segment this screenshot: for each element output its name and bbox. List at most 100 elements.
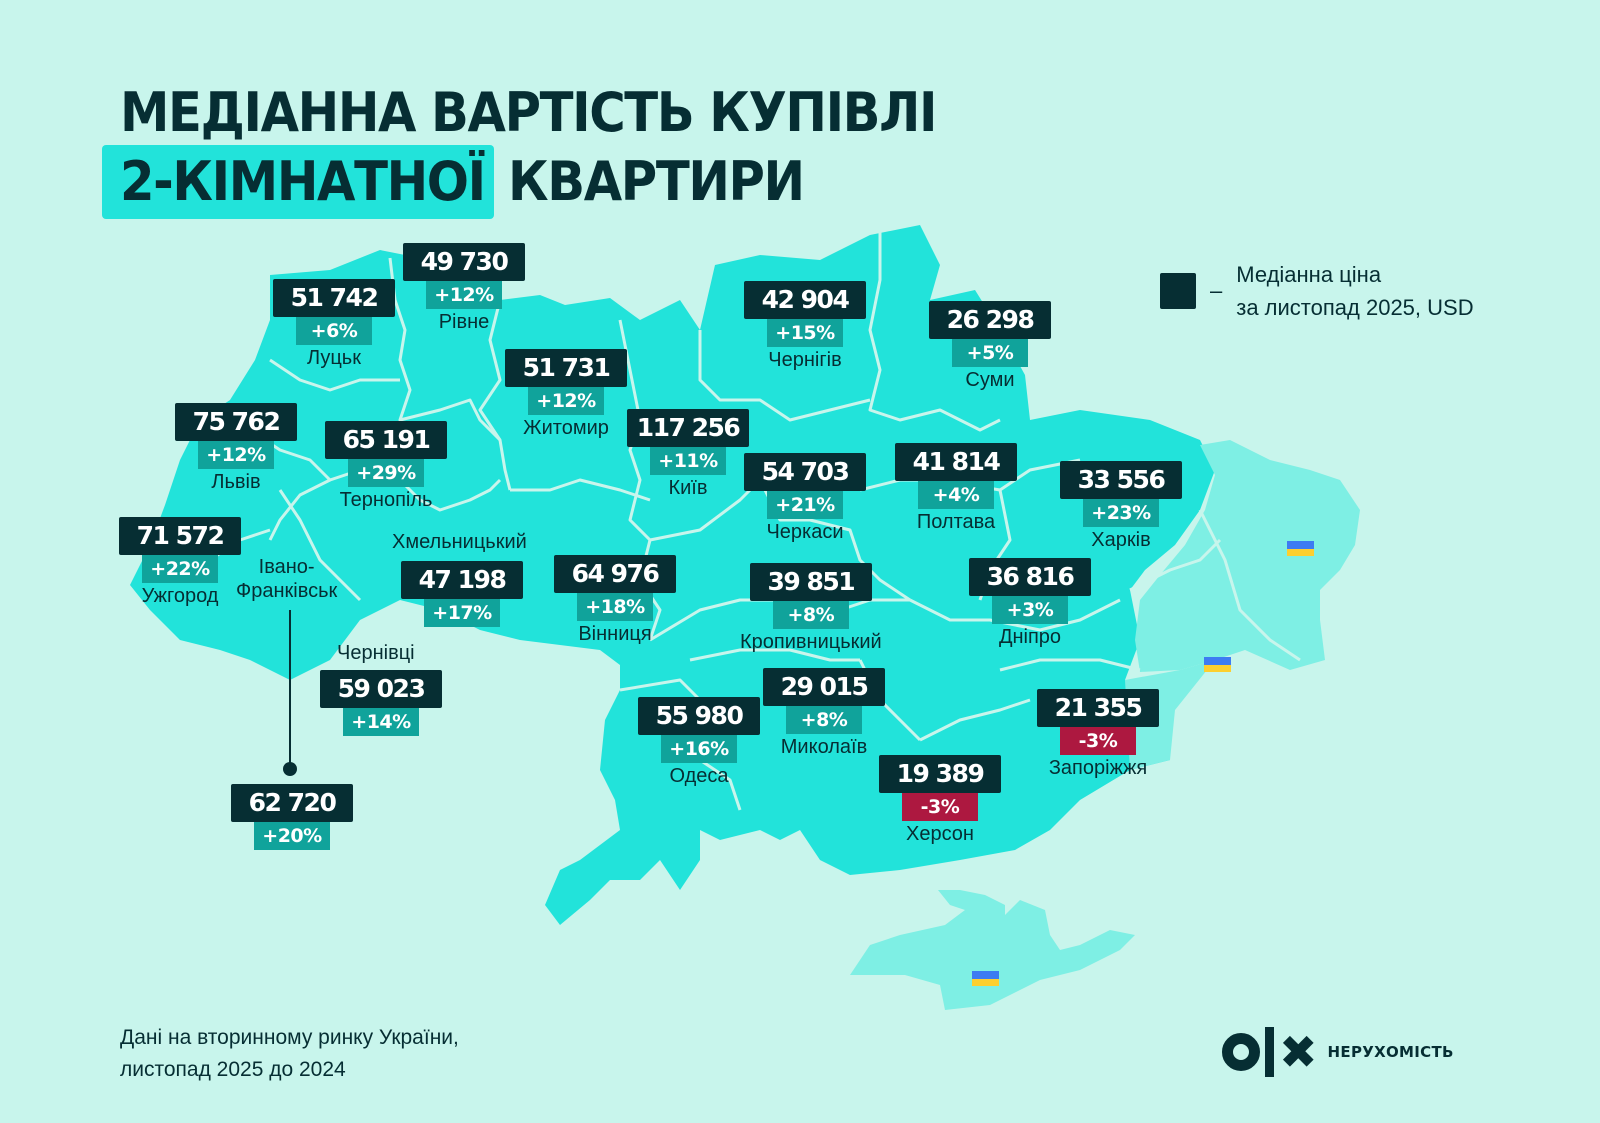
city-name: Житомир <box>523 417 609 439</box>
price-box: 117 256 <box>627 409 749 447</box>
change-badge: +5% <box>952 339 1028 367</box>
leader-dot <box>283 762 297 776</box>
city-name: Луцьк <box>307 347 361 369</box>
price-box: 36 816 <box>969 558 1091 596</box>
city-name: Черкаси <box>766 521 844 543</box>
price-box: 51 731 <box>505 349 627 387</box>
change-badge: +8% <box>772 601 849 629</box>
ukraine-flag-icon <box>1287 541 1314 556</box>
change-badge: +29% <box>348 459 424 487</box>
logo-x-icon: ✖ <box>1279 1025 1318 1079</box>
city-name-ivano-frankivsk: Івано- Франківськ <box>236 555 337 603</box>
city-label-uzhhorod: 71 572 +22% Ужгород <box>119 517 241 608</box>
logo-l-icon <box>1265 1027 1274 1077</box>
city-name: Одеса <box>669 765 729 787</box>
change-badge: +15% <box>767 319 843 347</box>
occupied-east <box>1135 440 1360 672</box>
price-box: 33 556 <box>1060 461 1182 499</box>
change-badge: +12% <box>528 387 604 415</box>
price-box: 49 730 <box>403 243 525 281</box>
city-label-chernivtsi: 59 023 +14% <box>320 670 442 736</box>
city-name: Харків <box>1091 529 1151 551</box>
legend-swatch <box>1160 273 1196 309</box>
city-label-kyiv: 117 256 +11% Київ <box>627 409 749 500</box>
price-box: 65 191 <box>325 421 447 459</box>
city-label-kherson: 19 389 -3% Херсон <box>879 755 1001 846</box>
price-box: 75 762 <box>175 403 297 441</box>
city-label-mykolaiv: 29 015 +8% Миколаїв <box>763 668 885 759</box>
price-box: 51 742 <box>273 279 395 317</box>
city-name: Полтава <box>916 511 996 533</box>
logo-subtitle: НЕРУХОМІСТЬ <box>1327 1043 1454 1061</box>
city-label-kropyvnytskyi: 39 851 +8% Кропивницький <box>740 563 882 654</box>
city-label-kharkiv: 33 556 +23% Харків <box>1060 461 1182 552</box>
price-box: 54 703 <box>744 453 866 491</box>
page-title-line1: МЕДІАННА ВАРТІСТЬ КУПІВЛІ <box>120 81 938 144</box>
change-badge: +8% <box>786 706 862 734</box>
city-name: Миколаїв <box>780 736 868 758</box>
olx-logo-mark: ✖ <box>1222 1025 1318 1079</box>
price-box: 41 814 <box>895 443 1017 481</box>
price-box: 21 355 <box>1037 689 1159 727</box>
footnote: Дані на вторинному ринку України, листоп… <box>120 1022 459 1086</box>
change-badge: +16% <box>661 735 737 763</box>
occupied-south <box>1125 660 1215 770</box>
legend-line2: за листопад 2025, USD <box>1236 295 1474 320</box>
city-label-ivano-frankivsk: 62 720 +20% <box>231 784 353 850</box>
leader-line <box>289 610 291 767</box>
city-label-ternopil: 65 191 +29% Тернопіль <box>325 421 447 512</box>
city-label-zhytomyr: 51 731 +12% Житомир <box>505 349 627 440</box>
change-badge: -3% <box>902 793 978 821</box>
city-name-chernivtsi: Чернівці <box>337 642 415 664</box>
title-highlight <box>102 145 494 219</box>
city-name-line2: Франківськ <box>236 580 338 602</box>
city-name: Запоріжжя <box>1048 757 1148 779</box>
city-label-cherkasy: 54 703 +21% Черкаси <box>744 453 866 544</box>
city-label-poltava: 41 814 +4% Полтава <box>895 443 1017 534</box>
city-name: Кропивницький <box>740 631 882 653</box>
change-badge: +14% <box>343 708 419 736</box>
price-box: 71 572 <box>119 517 241 555</box>
change-badge: +21% <box>767 491 843 519</box>
city-name: Київ <box>668 477 708 499</box>
price-box: 29 015 <box>763 668 885 706</box>
city-name: Суми <box>965 369 1015 391</box>
price-box: 26 298 <box>929 301 1051 339</box>
page-title-line2: КВАРТИРИ <box>508 150 805 213</box>
city-label-vinnytsia: 64 976 +18% Вінниця <box>554 555 676 646</box>
region-borders <box>180 230 1301 811</box>
change-badge: +12% <box>426 281 502 309</box>
city-name-line1: Івано- <box>258 556 315 578</box>
change-badge: -3% <box>1060 727 1136 755</box>
city-label-rivne: 49 730 +12% Рівне <box>403 243 525 334</box>
change-badge: +18% <box>577 593 653 621</box>
city-label-dnipro: 36 816 +3% Дніпро <box>969 558 1091 649</box>
city-name: Тернопіль <box>339 489 433 511</box>
city-label-zaporizhzhia: 21 355 -3% Запоріжжя <box>1037 689 1159 780</box>
legend-text: Медіанна ціна за листопад 2025, USD <box>1236 258 1473 324</box>
price-box: 47 198 <box>401 561 523 599</box>
legend-dash: – <box>1210 278 1223 303</box>
city-name: Чернігів <box>768 349 842 371</box>
ukraine-flag-icon <box>1204 657 1231 672</box>
crimea <box>850 890 1135 1010</box>
legend: – Медіанна ціна за листопад 2025, USD <box>1160 258 1474 324</box>
change-badge: +20% <box>254 822 330 850</box>
logo-o-icon <box>1222 1033 1260 1071</box>
city-name: Рівне <box>438 311 490 333</box>
city-name-khmelnytskyi: Хмельницький <box>392 531 527 553</box>
city-label-chernihiv: 42 904 +15% Чернігів <box>744 281 866 372</box>
city-name: Дніпро <box>998 626 1062 648</box>
price-box: 55 980 <box>638 697 760 735</box>
page-title-highlight-text: 2-КІМНАТНОЇ <box>120 150 486 213</box>
city-label-lutsk: 51 742 +6% Луцьк <box>273 279 395 370</box>
change-badge: +6% <box>296 317 372 345</box>
change-badge: +11% <box>650 447 726 475</box>
city-name: Херсон <box>906 823 974 845</box>
change-badge: +23% <box>1083 499 1159 527</box>
footnote-line2: листопад 2025 до 2024 <box>120 1058 346 1081</box>
city-name: Львів <box>211 471 261 493</box>
change-badge: +4% <box>918 481 994 509</box>
city-name: Ужгород <box>141 585 219 607</box>
price-box: 59 023 <box>320 670 442 708</box>
